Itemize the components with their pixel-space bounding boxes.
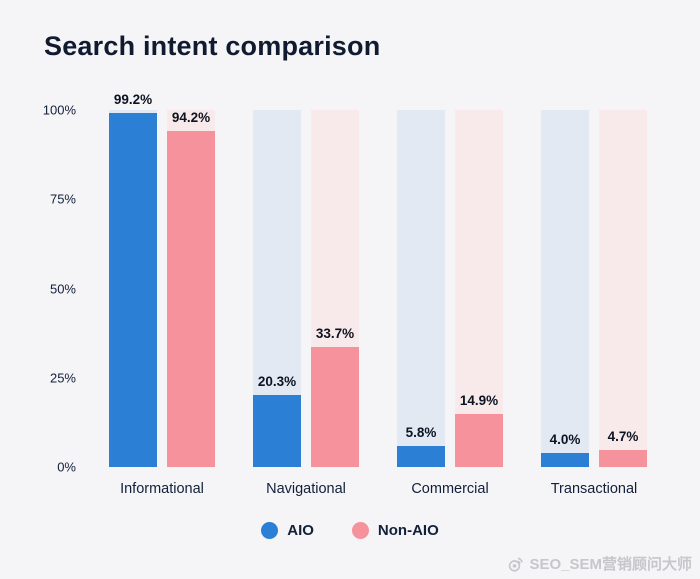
y-axis-label: 50% [49,281,76,296]
legend-item: AIO [261,522,314,539]
bar-value-label: 94.2% [171,109,211,125]
bar [541,452,589,467]
x-axis-label: Informational [120,481,204,497]
y-axis: 0% 25% 50% 75% 100% [30,103,90,475]
y-axis-label: 25% [49,370,76,386]
bar-slot-non-aio: 94.2% [167,110,215,467]
bar-value-label: 33.7% [315,325,355,341]
bar-value-label: 14.9% [459,392,499,408]
bar-value-label: 4.7% [607,429,639,445]
bar [167,130,215,467]
bar-background-band [455,110,503,467]
bar-value-label: 5.8% [405,425,437,441]
bar-group: 99.2% 94.2% [90,92,234,467]
bar-slot-aio: 5.8% [397,110,445,467]
x-axis-label: Transactional [550,481,638,497]
bar-background-band [599,110,647,467]
plot-area: 99.2% 94.2% 20.3% 33.7% 5.8% 14.9% 4.0% 4.7% [90,92,666,467]
bar-slot-non-aio: 33.7% [311,110,359,467]
y-axis-label: 0% [57,459,76,475]
bar-slot-aio: 4.0% [541,110,589,467]
bar-value-label: 20.3% [257,373,297,389]
x-axis-label: Navigational [266,481,346,497]
y-axis-label: 75% [49,191,76,207]
bar-group: 4.0% 4.7% [522,110,666,467]
bar [311,346,359,467]
bar-group: 5.8% 14.9% [378,110,522,467]
bar [599,450,647,467]
legend-label: AIO [287,522,314,539]
bar-group: 20.3% 33.7% [234,110,378,467]
legend-item: Non-AIO [351,522,439,539]
x-axis-labels: Informational Navigational Commercial Trans… [90,481,666,497]
bar [253,394,301,467]
weibo-icon [507,555,525,573]
bar [455,413,503,467]
bar-value-label: 4.0% [549,431,581,447]
legend: AIO Non-AIO [0,522,700,539]
y-axis-label: 100% [42,102,76,118]
watermark: SEO_SEM营销顾问大师 [507,553,692,574]
chart-title: Search intent comparison [44,31,381,61]
legend-swatch [261,522,279,539]
bar-slot-aio: 99.2% [109,92,157,467]
bar-chart: 0% 25% 50% 75% 100% 99.2% 94.2% 20.3% 33.7% 5.8%… [30,92,666,475]
watermark-text: SEO_SEM营销顾问大师 [529,556,692,573]
bar [397,446,445,467]
bar-value-label: 99.2% [113,91,153,107]
legend-swatch [351,522,369,539]
legend-label: Non-AIO [377,522,439,539]
bar [109,112,157,467]
x-axis-label: Commercial [411,481,489,497]
bar-slot-aio: 20.3% [253,110,301,467]
bar-slot-non-aio: 14.9% [455,110,503,467]
bar-background-band [397,110,445,467]
bar-slot-non-aio: 4.7% [599,110,647,467]
bar-background-band [541,110,589,467]
